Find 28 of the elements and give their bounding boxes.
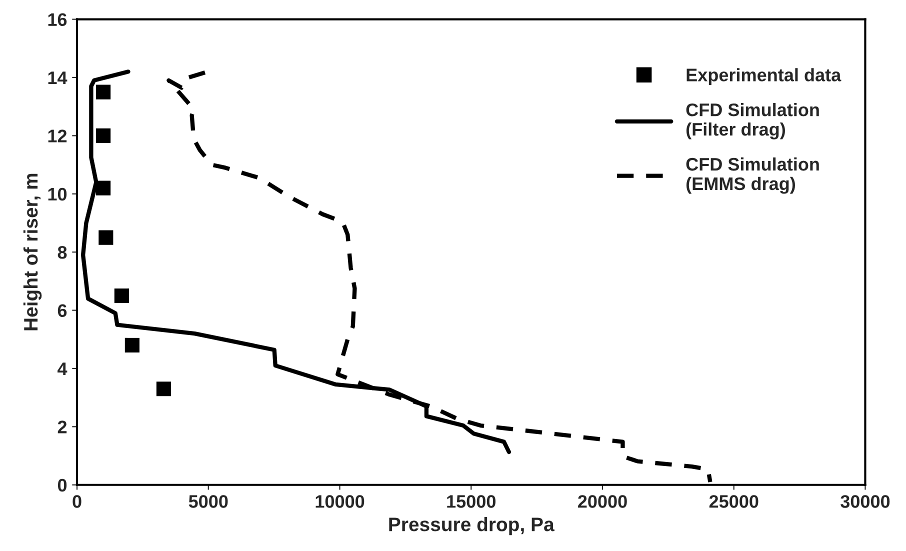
point (156, 382, 171, 396)
x-tick-label: 5000 (188, 495, 228, 508)
point (124, 338, 140, 352)
y-tick-label: 16 (48, 13, 67, 26)
y-tick-label: 4 (58, 362, 68, 376)
y-tick-label: 6 (58, 304, 67, 317)
point (114, 288, 129, 304)
legend-label: CFD Simulation (Filter drag) (686, 103, 819, 140)
point (96, 180, 111, 196)
point (96, 128, 111, 143)
x-tick-label: 25000 (709, 495, 758, 508)
y-tick-label: 12 (48, 130, 67, 142)
y-tick-label: 10 (48, 188, 67, 201)
y-tick-label: 2 (58, 420, 67, 434)
x-tick-label: 10000 (316, 495, 364, 508)
y-tick-label: 8 (58, 246, 67, 259)
x-tick-label: 30000 (840, 495, 890, 508)
y-tick-label: 0 (58, 478, 67, 492)
x-axis-title: Pressure drop, Pa (389, 516, 554, 536)
x-tick-label: 20000 (578, 495, 627, 508)
legend-label: CFD Simulation (EMMS drag) (686, 157, 819, 194)
point (98, 230, 114, 245)
legend-label: Experimental data (686, 68, 842, 85)
y-axis-title: Height of riser, m (23, 174, 42, 330)
point (96, 84, 111, 100)
x-tick-label: 15000 (447, 495, 496, 508)
x-tick-label: 0 (72, 495, 82, 508)
y-tick-label: 14 (48, 72, 68, 84)
